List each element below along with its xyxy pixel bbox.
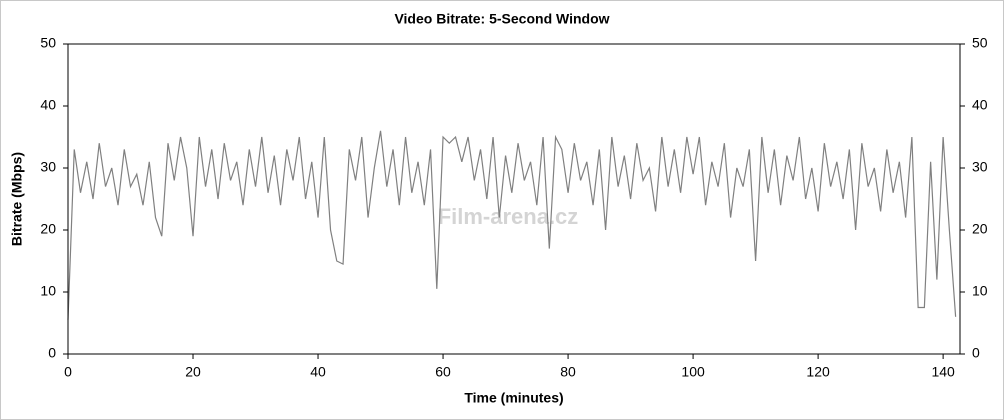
x-tick-label: 0 [64,364,72,380]
plot-area [67,43,961,355]
x-tick-label: 60 [435,364,451,380]
watermark: Film-arena.cz [438,204,579,229]
y2-tick-label: 50 [972,35,988,51]
x-tick-label: 40 [310,364,326,380]
y-tick-label: 50 [40,35,56,51]
y2-tick-label: 30 [972,159,988,175]
y2-tick-label: 10 [972,283,988,299]
y-tick-label: 20 [40,221,56,237]
y2-tick-label: 0 [972,345,980,361]
x-tick-label: 20 [185,364,201,380]
x-axis-label: Time (minutes) [464,390,563,406]
y2-tick-label: 40 [972,97,988,113]
y-tick-label: 40 [40,97,56,113]
y-tick-label: 0 [48,345,56,361]
x-tick-label: 140 [931,364,955,380]
y-tick-label: 30 [40,159,56,175]
x-tick-label: 80 [560,364,576,380]
x-tick-label: 120 [806,364,830,380]
x-tick-label: 100 [681,364,705,380]
y-axis-label: Bitrate (Mbps) [9,152,25,246]
data-line [67,130,957,320]
y2-tick-label: 20 [972,221,988,237]
y-tick-label: 10 [40,283,56,299]
chart-title: Video Bitrate: 5-Second Window [394,11,609,27]
